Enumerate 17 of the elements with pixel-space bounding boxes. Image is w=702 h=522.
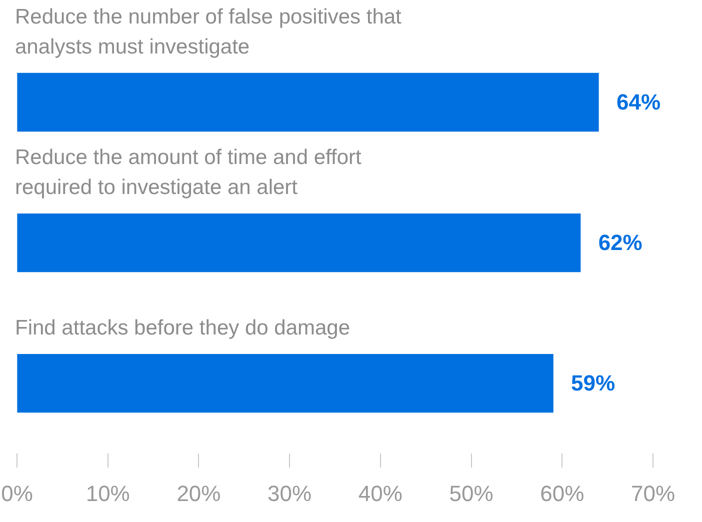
x-tick-label: 70% bbox=[630, 480, 676, 506]
x-tick-label: 60% bbox=[540, 480, 584, 506]
x-tick-label: 10% bbox=[86, 480, 130, 506]
y-tick-label: Reduce the number of false positives that analysts must investigate bbox=[15, 5, 402, 58]
x-tick-label: 20% bbox=[176, 480, 221, 506]
x-tick-label: 40% bbox=[358, 480, 402, 506]
bar bbox=[17, 354, 554, 413]
data-label: 64% bbox=[616, 89, 661, 114]
y-tick-label: Reduce the amount of time and effort required to investigate an alert bbox=[15, 146, 362, 199]
data-label: 59% bbox=[571, 370, 616, 396]
x-tick-label: 30% bbox=[268, 480, 312, 506]
bar bbox=[17, 72, 599, 132]
x-tick-label: 0% bbox=[1, 480, 33, 506]
bar bbox=[17, 213, 581, 272]
y-tick-label: Find attacks before they do damage bbox=[15, 316, 350, 340]
data-label: 62% bbox=[598, 230, 642, 255]
x-tick-label: 50% bbox=[449, 480, 494, 506]
